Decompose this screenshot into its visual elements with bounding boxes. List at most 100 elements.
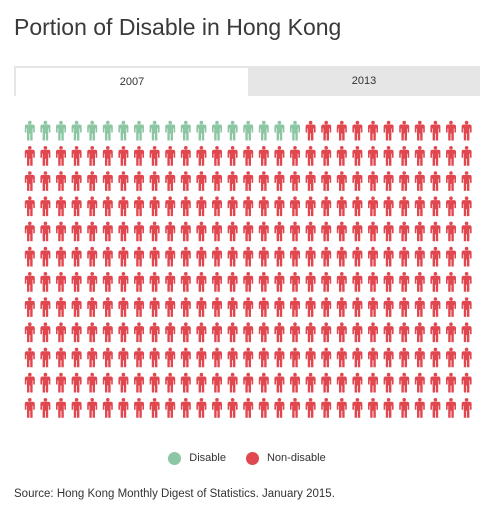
legend-non-disable-label: Non-disable — [266, 452, 326, 464]
person-icon-non-disable — [165, 398, 176, 418]
person-icon-non-disable — [352, 196, 363, 217]
person-icon-non-disable — [87, 322, 98, 343]
person-icon-disable — [243, 120, 254, 141]
person-icon-non-disable — [352, 221, 363, 242]
person-icon-non-disable — [102, 272, 113, 292]
person-icon-non-disable — [274, 146, 285, 166]
person-icon-non-disable — [461, 246, 472, 267]
person-icon-non-disable — [274, 347, 285, 368]
person-icon-non-disable — [134, 398, 144, 418]
person-icon-non-disable — [165, 272, 176, 292]
person-icon-non-disable — [290, 196, 300, 217]
person-icon-non-disable — [321, 347, 332, 368]
person-icon-disable — [165, 120, 176, 141]
person-icon-non-disable — [368, 171, 378, 191]
person-icon-non-disable — [212, 221, 222, 242]
person-icon-non-disable — [399, 322, 410, 343]
pictograph-grid — [24, 120, 472, 418]
person-icon-non-disable — [305, 322, 316, 343]
person-icon-non-disable — [430, 297, 441, 317]
person-icon-non-disable — [305, 347, 316, 368]
person-icon-non-disable — [180, 221, 191, 242]
person-icon-non-disable — [134, 322, 144, 343]
person-icon-non-disable — [461, 120, 472, 141]
person-icon-non-disable — [24, 347, 35, 368]
person-icon-non-disable — [383, 196, 394, 217]
chart-title: Portion of Disable in Hong Kong — [14, 14, 342, 40]
person-icon-non-disable — [71, 297, 82, 317]
person-icon-non-disable — [290, 372, 300, 393]
person-icon-non-disable — [212, 398, 222, 418]
person-icon-non-disable — [243, 398, 254, 418]
person-icon-non-disable — [446, 120, 456, 141]
person-icon-non-disable — [71, 272, 82, 292]
person-icon-non-disable — [414, 146, 425, 166]
person-icon-non-disable — [383, 171, 394, 191]
person-icon-non-disable — [399, 347, 410, 368]
person-icon-non-disable — [165, 297, 176, 317]
legend-item-disable[interactable]: Disable — [168, 451, 226, 465]
person-icon-non-disable — [40, 146, 51, 166]
person-icon-non-disable — [321, 120, 332, 141]
person-icon-non-disable — [40, 372, 51, 393]
person-icon-non-disable — [430, 171, 441, 191]
person-icon-non-disable — [336, 272, 347, 292]
legend-item-non-disable[interactable]: Non-disable — [245, 451, 326, 465]
person-icon-non-disable — [290, 272, 300, 292]
person-icon-non-disable — [40, 272, 51, 292]
person-icon-non-disable — [274, 372, 285, 393]
person-icon-non-disable — [461, 196, 472, 217]
person-icon-non-disable — [321, 246, 332, 267]
person-icon-non-disable — [227, 347, 238, 368]
person-icon-non-disable — [149, 372, 160, 393]
person-icon-non-disable — [399, 196, 410, 217]
tab-2007[interactable]: 2007 — [14, 66, 248, 96]
person-icon-non-disable — [24, 221, 35, 242]
person-icon-non-disable — [165, 347, 176, 368]
person-icon-non-disable — [446, 347, 456, 368]
person-icon-non-disable — [118, 272, 129, 292]
person-icon-non-disable — [461, 297, 472, 317]
person-icon-non-disable — [383, 272, 394, 292]
person-icon-non-disable — [258, 347, 269, 368]
person-icon-non-disable — [258, 272, 269, 292]
person-icon-non-disable — [118, 246, 129, 267]
person-icon-non-disable — [180, 347, 191, 368]
person-icon-non-disable — [71, 246, 82, 267]
person-icon-non-disable — [212, 322, 222, 343]
person-icon-non-disable — [40, 196, 51, 217]
person-icon-non-disable — [368, 398, 378, 418]
person-icon-non-disable — [399, 146, 410, 166]
person-icon-non-disable — [258, 246, 269, 267]
person-icon-non-disable — [71, 347, 82, 368]
person-icon-non-disable — [414, 272, 425, 292]
person-icon-non-disable — [305, 221, 316, 242]
person-icon-non-disable — [446, 398, 456, 418]
person-icon-non-disable — [180, 297, 191, 317]
person-icon-non-disable — [71, 322, 82, 343]
person-icon-non-disable — [227, 196, 238, 217]
person-icon-non-disable — [274, 322, 285, 343]
person-icon-non-disable — [212, 347, 222, 368]
person-icon-non-disable — [24, 297, 35, 317]
person-icon-disable — [87, 120, 98, 141]
person-icon-non-disable — [258, 146, 269, 166]
person-icon-non-disable — [243, 297, 254, 317]
person-icon-non-disable — [430, 372, 441, 393]
legend-disable-swatch — [168, 451, 182, 465]
person-icon-disable — [102, 120, 113, 141]
person-icon-non-disable — [321, 398, 332, 418]
person-icon-non-disable — [40, 398, 51, 418]
person-icon-non-disable — [165, 171, 176, 191]
person-icon-disable — [134, 120, 144, 141]
person-icon-non-disable — [399, 272, 410, 292]
person-icon-non-disable — [305, 297, 316, 317]
person-icon-non-disable — [87, 221, 98, 242]
person-icon-non-disable — [430, 246, 441, 267]
person-icon-non-disable — [134, 221, 144, 242]
person-icon-non-disable — [227, 171, 238, 191]
tab-2013[interactable]: 2013 — [351, 75, 377, 87]
person-icon-non-disable — [399, 246, 410, 267]
person-icon-non-disable — [336, 120, 347, 141]
person-icon-non-disable — [383, 246, 394, 267]
